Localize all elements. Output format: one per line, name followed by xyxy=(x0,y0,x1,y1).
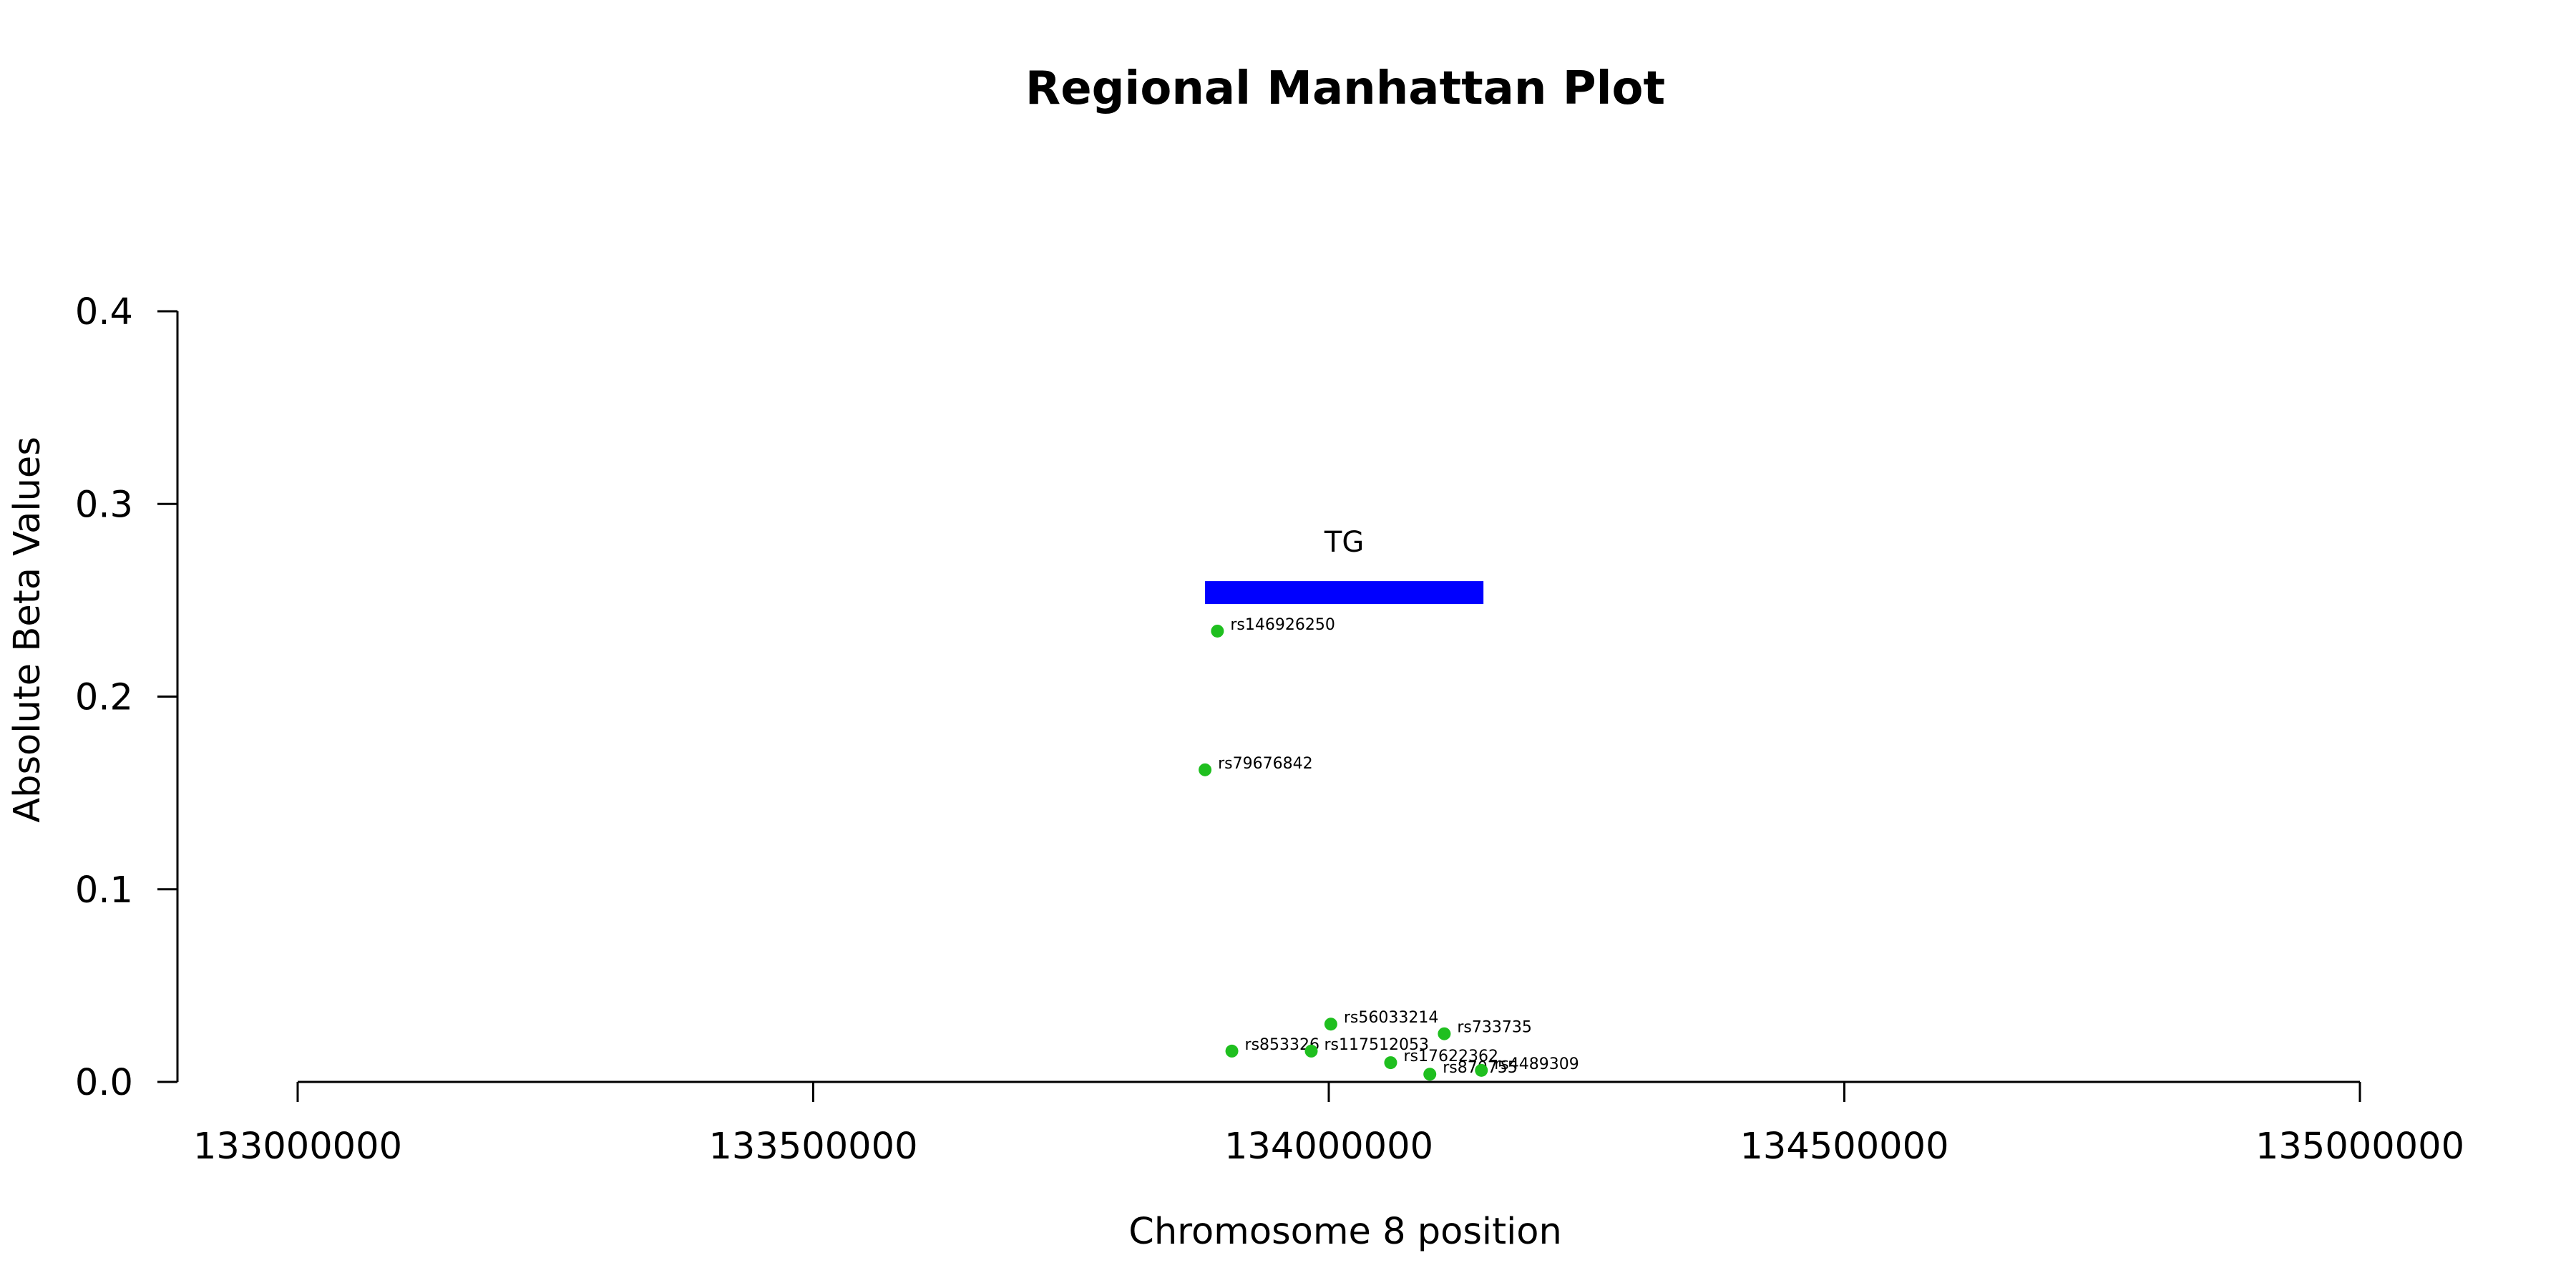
snp-label: rs56033214 xyxy=(1344,1009,1438,1027)
snp-point xyxy=(1211,624,1224,638)
snp-label: rs117512053 xyxy=(1324,1036,1429,1054)
y-tick-label: 0.4 xyxy=(75,291,133,333)
snp-point xyxy=(1384,1056,1397,1070)
x-tick-label: 133500000 xyxy=(708,1126,917,1168)
snp-label: rs17622362 xyxy=(1403,1048,1498,1065)
x-axis: 133000000 133500000 134000000 134500000 1350… xyxy=(193,1080,2464,1168)
y-tick-label: 0.0 xyxy=(75,1062,133,1104)
snp-label: rs146926250 xyxy=(1230,616,1335,634)
x-axis-label: Chromosome 8 position xyxy=(1128,1211,1562,1253)
gene-bar xyxy=(1205,581,1484,605)
snp-label: rs733735 xyxy=(1457,1019,1532,1037)
y-tick-label: 0.3 xyxy=(75,484,133,526)
y-axis-label: Absolute Beta Values xyxy=(6,436,49,823)
snp-label: rs79676842 xyxy=(1218,755,1312,773)
snp-point xyxy=(1304,1044,1318,1058)
x-tick-label: 133000000 xyxy=(193,1126,402,1168)
chart-title: Regional Manhattan Plot xyxy=(1025,62,1665,115)
x-tick-label: 135000000 xyxy=(2255,1126,2464,1168)
snp-point xyxy=(1423,1068,1437,1081)
snp-point xyxy=(1225,1044,1239,1058)
gene-label: TG xyxy=(1324,526,1364,559)
y-tick-label: 0.1 xyxy=(75,869,133,912)
snp-point xyxy=(1438,1027,1451,1040)
snp-label: rs4489309 xyxy=(1494,1055,1579,1073)
y-axis: 0.0 0.1 0.2 0.3 0.4 xyxy=(75,291,179,1104)
snp-point xyxy=(1475,1063,1488,1077)
snp-points: rs146926250 rs79676842 rs56033214 rs733735 r… xyxy=(1199,616,1579,1081)
x-tick-label: 134500000 xyxy=(1740,1126,1948,1168)
x-tick-label: 134000000 xyxy=(1224,1126,1433,1168)
gene-track: TG xyxy=(1205,526,1484,605)
snp-point xyxy=(1199,763,1212,776)
snp-point xyxy=(1324,1018,1337,1031)
y-tick-label: 0.2 xyxy=(75,677,133,719)
